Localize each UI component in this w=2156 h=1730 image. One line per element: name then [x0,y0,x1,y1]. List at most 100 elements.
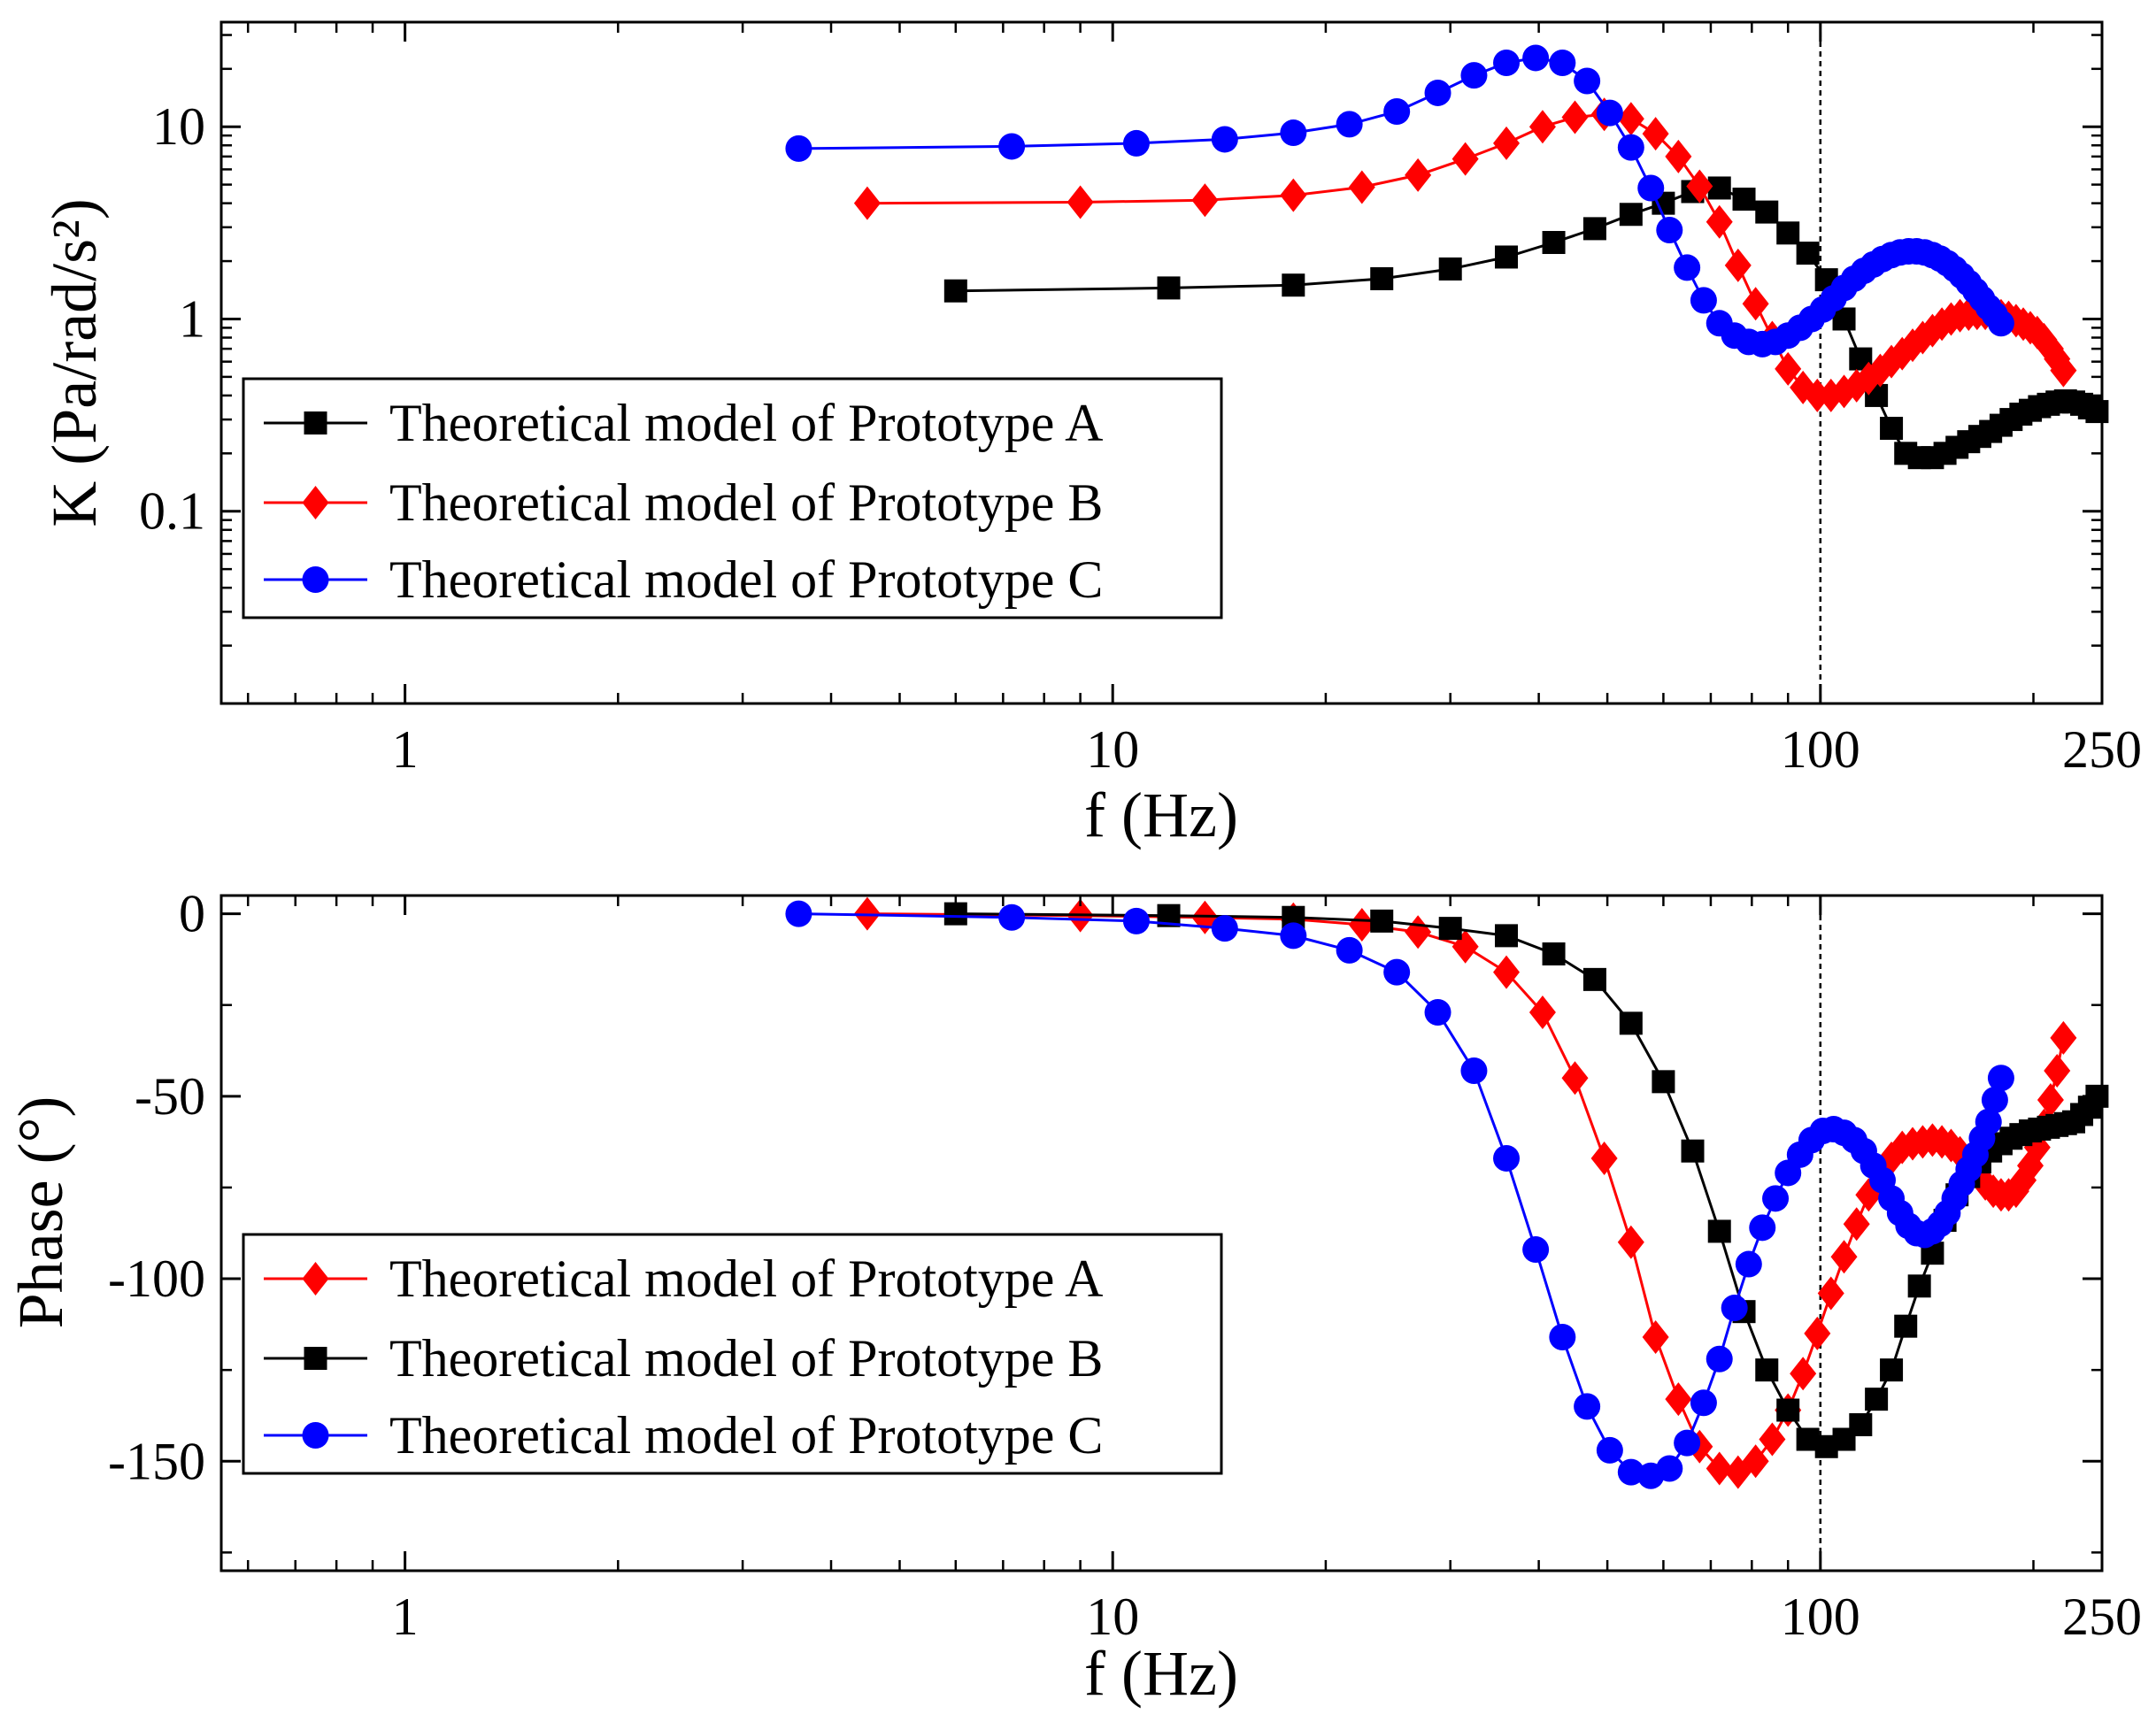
y-tick-label: 0.1 [139,482,205,541]
data-point [1211,126,1238,153]
data-point [1460,62,1488,89]
data-point [1405,915,1432,950]
data-point [1830,1240,1858,1274]
legend-label: Theoretical model of Prototype B [389,1329,1103,1388]
data-point [1336,111,1363,138]
x-tick-label: 1 [392,1588,419,1646]
data-point [1424,998,1451,1026]
data-point [1894,1314,1918,1338]
data-point [1817,1276,1844,1311]
x-tick-label: 250 [2062,1588,2142,1646]
data-point [1681,1139,1705,1163]
data-point [2050,1020,2077,1055]
data-point [1652,1070,1675,1094]
data-point [1561,100,1589,135]
data-point [1656,217,1683,244]
data-point [1617,102,1644,136]
magnitude-plot-frame [219,20,2104,705]
data-point [1880,1358,1904,1382]
phase-ticks: 1 10 100 250 0 -50 -100 -150 [108,885,2142,1646]
data-point [1280,178,1307,212]
data-point [1522,44,1550,72]
x-tick-label: 100 [1781,1588,1860,1646]
data-point [998,903,1026,931]
data-point [1790,1357,1817,1391]
data-point [1438,257,1462,281]
data-point [1336,936,1363,964]
data-point [1790,370,1817,404]
data-point [1690,1389,1717,1417]
data-point [1596,99,1623,127]
data-point [1549,1324,1576,1351]
magnitude-legend: Theoretical model of Prototype A Theoreti… [242,377,1223,619]
x-tick-label: 10 [1086,1588,1139,1646]
data-point [1438,917,1462,941]
magnitude-xlabel: f (Hz) [1084,780,1238,850]
phase-series-circle [785,900,2014,1489]
data-point [1987,310,2014,337]
data-point [1493,1144,1521,1172]
data-point [1280,922,1307,950]
data-point [1542,231,1566,255]
data-point [1755,200,1779,224]
data-point [1211,915,1238,942]
data-point [1987,1065,2014,1092]
y-tick-label: 1 [179,289,205,348]
data-point [1707,176,1731,200]
data-point [1122,907,1150,934]
data-point [1686,169,1713,204]
data-point [1642,117,1669,151]
data-point [1665,1382,1692,1417]
data-point [1707,1219,1731,1243]
data-point [1542,942,1566,965]
data-point [1776,221,1800,245]
data-point [1749,1214,1776,1242]
data-point [1617,134,1644,161]
data-point [1370,909,1394,933]
data-point [1975,1108,2002,1135]
legend-marker [304,1347,327,1370]
magnitude-ticks: 1 10 100 250 0.1 1 10 [139,22,2142,779]
data-point [1732,188,1756,211]
data-point [1637,174,1665,202]
data-point [1706,204,1733,239]
data-point [1405,158,1432,192]
data-point [1493,126,1521,160]
data-point [1796,242,1820,265]
magnitude-series-layer [785,44,2109,470]
data-point [1619,203,1643,227]
data-point [1522,1236,1550,1264]
data-point [1582,967,1606,991]
data-point [785,135,812,162]
data-point [1706,1451,1733,1486]
data-point [1549,49,1576,76]
phase-legend-box [242,1233,1223,1475]
data-point [1724,248,1752,282]
phase-series-layer [785,896,2109,1489]
data-point [1348,170,1375,204]
data-point [1596,1436,1623,1464]
data-point [943,279,967,303]
data-point [785,900,812,927]
data-point [1424,79,1451,106]
magnitude-ylabel: K (Pa/rad/s²) [39,198,110,527]
legend-label: Theoretical model of Prototype C [389,550,1103,609]
data-point [1528,110,1556,144]
data-point [1865,1388,1889,1411]
data-point [2044,1053,2071,1088]
data-point [1762,1185,1790,1212]
data-point [1590,1141,1618,1175]
x-tick-label: 10 [1086,720,1139,779]
data-point [1674,254,1701,281]
data-point [1981,1086,2008,1113]
data-point [1619,1011,1643,1035]
data-point [1617,1225,1644,1259]
phase-plot: 1 10 100 250 0 -50 -100 -150 f (Hz) Phase (°) T… [5,885,2142,1709]
x-tick-label: 250 [2062,720,2142,779]
data-point [1849,1413,1873,1437]
data-point [1642,1320,1669,1355]
data-point [1880,417,1904,441]
phase-legend: Theoretical model of Prototype A Theoreti… [242,1233,1223,1475]
data-point [998,133,1026,160]
y-tick-label: -150 [108,1432,205,1490]
